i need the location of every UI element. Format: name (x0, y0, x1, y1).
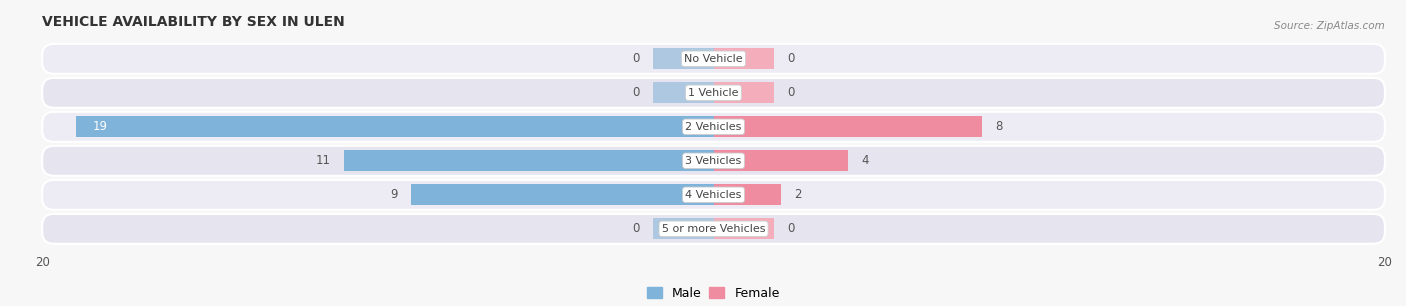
Text: VEHICLE AVAILABILITY BY SEX IN ULEN: VEHICLE AVAILABILITY BY SEX IN ULEN (42, 15, 344, 28)
Bar (713, 82, 773, 103)
Text: 0: 0 (787, 86, 794, 99)
Text: No Vehicle: No Vehicle (685, 54, 742, 64)
Bar (713, 116, 981, 137)
Bar (412, 184, 713, 205)
Text: 9: 9 (391, 188, 398, 201)
Text: 5 or more Vehicles: 5 or more Vehicles (662, 224, 765, 234)
Text: 4 Vehicles: 4 Vehicles (685, 190, 742, 200)
Text: 0: 0 (787, 222, 794, 235)
Bar (713, 150, 848, 171)
FancyBboxPatch shape (42, 78, 1385, 108)
FancyBboxPatch shape (42, 214, 1385, 244)
Text: 3 Vehicles: 3 Vehicles (685, 156, 742, 166)
FancyBboxPatch shape (42, 112, 1385, 142)
Bar (713, 48, 773, 69)
Bar (713, 218, 773, 239)
Text: 2 Vehicles: 2 Vehicles (685, 122, 742, 132)
FancyBboxPatch shape (42, 180, 1385, 210)
Bar (76, 116, 713, 137)
Text: 4: 4 (862, 154, 869, 167)
Bar (654, 48, 713, 69)
Text: 8: 8 (995, 120, 1002, 133)
Text: 0: 0 (633, 52, 640, 65)
Text: Source: ZipAtlas.com: Source: ZipAtlas.com (1274, 21, 1385, 32)
Bar (344, 150, 713, 171)
Bar (713, 184, 780, 205)
FancyBboxPatch shape (42, 44, 1385, 74)
Text: 11: 11 (316, 154, 330, 167)
Text: 0: 0 (633, 222, 640, 235)
Bar (654, 218, 713, 239)
FancyBboxPatch shape (42, 146, 1385, 176)
Bar (654, 82, 713, 103)
Text: 19: 19 (93, 120, 107, 133)
Text: 0: 0 (633, 86, 640, 99)
Text: 0: 0 (787, 52, 794, 65)
Text: 1 Vehicle: 1 Vehicle (689, 88, 738, 98)
Text: 2: 2 (794, 188, 801, 201)
Legend: Male, Female: Male, Female (643, 282, 785, 305)
